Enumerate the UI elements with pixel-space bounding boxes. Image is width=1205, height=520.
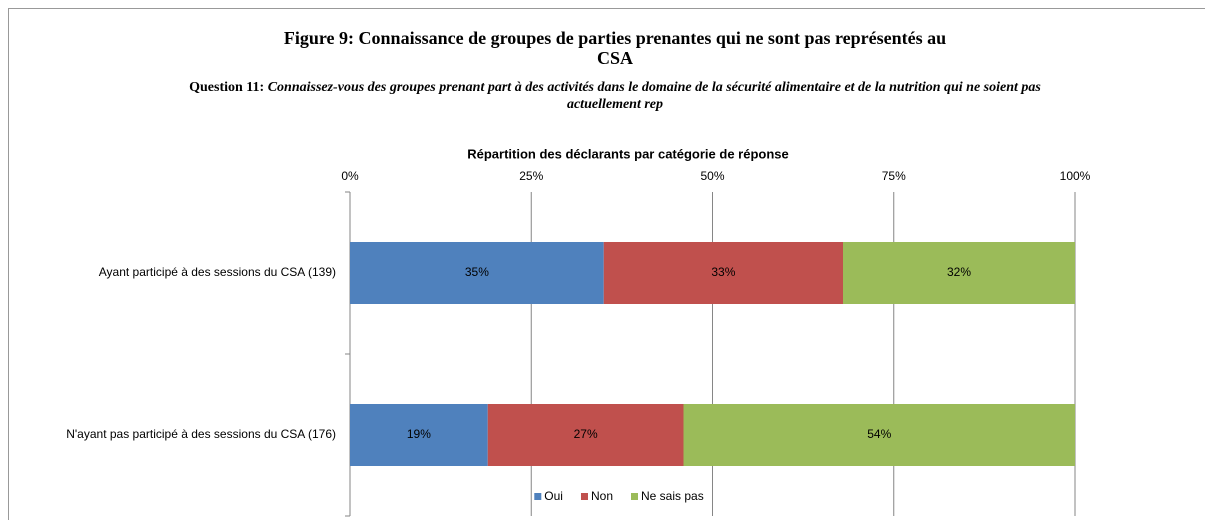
question-label: Question 11: [189, 80, 265, 95]
x-tick-label: 0% [341, 169, 359, 183]
data-label: 54% [867, 427, 891, 441]
x-tick-label: 75% [882, 169, 906, 183]
data-label: 32% [947, 265, 971, 279]
data-label: 27% [574, 427, 598, 441]
legend-label: Ne sais pas [641, 489, 704, 503]
data-label: 35% [465, 265, 489, 279]
legend-swatch [631, 493, 638, 500]
y-tick-label: Ayant participé à des sessions du CSA (1… [99, 265, 336, 279]
chart-frame [8, 8, 1205, 520]
bar-segment [350, 404, 488, 466]
chart-subtitle: Question 11: Connaissez-vous des groupes… [175, 79, 1055, 113]
legend-label: Oui [544, 489, 563, 503]
bar-segment [487, 404, 684, 466]
data-label: 33% [711, 265, 735, 279]
data-label: 19% [407, 427, 431, 441]
bar-segment [603, 242, 843, 304]
x-tick-label: 50% [700, 169, 724, 183]
y-tick-label: N'ayant pas participé à des sessions du … [66, 427, 336, 441]
legend-swatch [534, 493, 542, 500]
legend-swatch [580, 493, 588, 500]
chart-title: Figure 9: Connaissance de groupes de par… [283, 28, 947, 68]
bar-segment [843, 242, 1075, 304]
x-tick-label: 100% [1060, 169, 1091, 183]
question-text: Connaissez-vous des groupes prenant part… [267, 80, 1041, 112]
x-tick-label: 25% [519, 169, 543, 183]
legend-label: Non [591, 489, 613, 503]
x-axis-label: Répartition des déclarants par catégorie… [467, 146, 789, 161]
bar-segment [350, 242, 604, 304]
bar-segment [683, 404, 1075, 466]
